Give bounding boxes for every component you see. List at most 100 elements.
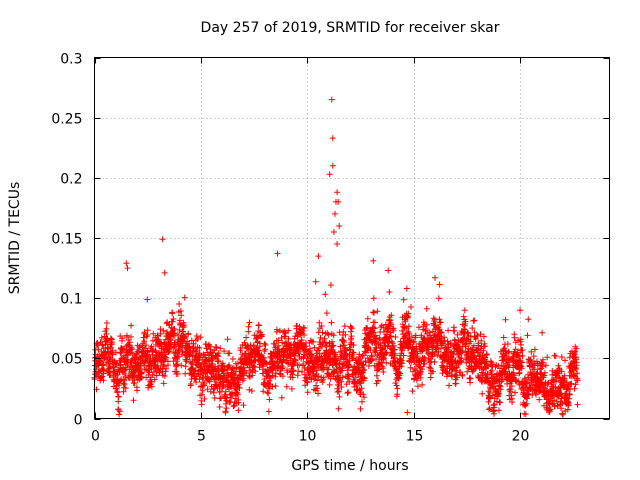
data-point: [431, 359, 438, 365]
data-point: [304, 389, 311, 396]
data-point: [235, 407, 242, 414]
data-point: [403, 285, 410, 292]
y-tick-label: 0.3: [60, 52, 82, 68]
data-point: [223, 394, 230, 401]
data-point: [240, 375, 247, 382]
data-point: [283, 383, 290, 390]
data-point: [413, 345, 420, 352]
data-point: [295, 348, 302, 355]
data-point: [316, 319, 323, 326]
data-point: [434, 352, 441, 359]
data-point: [165, 349, 172, 355]
data-point: [454, 374, 460, 381]
data-point: [486, 406, 492, 413]
data-point: [181, 294, 188, 301]
data-point: [348, 325, 355, 332]
data-point: [207, 388, 214, 395]
data-point: [105, 368, 111, 375]
data-point: [454, 331, 461, 338]
data-point: [287, 345, 294, 352]
data-point: [405, 323, 412, 330]
data-point: [448, 373, 455, 380]
data-point: [192, 367, 199, 374]
data-point: [565, 402, 572, 409]
data-point: [512, 346, 519, 353]
data-point: [243, 370, 250, 376]
data-point: [458, 358, 465, 365]
data-point: [211, 376, 218, 383]
data-point: [141, 338, 148, 345]
data-point: [451, 336, 458, 343]
data-points: [91, 96, 581, 418]
data-point: [523, 400, 530, 407]
data-point: [397, 370, 404, 377]
data-point: [229, 356, 236, 362]
data-point: [370, 329, 377, 336]
data-point: [188, 360, 195, 367]
data-point: [299, 368, 305, 375]
data-point: [497, 386, 504, 393]
data-point: [391, 350, 398, 357]
data-point: [574, 401, 581, 408]
data-point: [140, 334, 147, 341]
data-point: [222, 408, 229, 415]
data-point: [432, 274, 438, 281]
data-point: [319, 329, 326, 336]
data-point: [568, 380, 575, 387]
data-point: [482, 343, 488, 350]
data-point: [380, 369, 387, 375]
data-point: [534, 358, 540, 365]
data-point: [274, 250, 281, 257]
data-point: [477, 331, 484, 338]
data-point: [553, 398, 560, 405]
data-point: [98, 334, 105, 341]
data-point: [312, 278, 319, 285]
data-point: [198, 401, 205, 408]
data-point: [566, 391, 573, 398]
data-point: [531, 366, 538, 373]
data-point: [534, 362, 541, 369]
data-point: [116, 411, 123, 418]
data-point: [350, 349, 357, 356]
data-point: [215, 358, 222, 365]
data-point: [411, 365, 418, 372]
data-point: [201, 381, 208, 387]
data-point: [479, 390, 486, 397]
data-point: [394, 385, 401, 392]
data-point: [386, 334, 393, 340]
data-point: [402, 318, 409, 325]
data-point: [260, 388, 267, 395]
data-point: [547, 406, 554, 413]
data-point: [451, 327, 458, 334]
data-point: [336, 393, 343, 400]
data-point: [483, 351, 490, 357]
data-point: [423, 321, 430, 328]
data-point: [105, 345, 112, 352]
data-point: [215, 353, 222, 360]
y-axis-label: SRMTID / TECUs: [7, 182, 23, 295]
data-point: [262, 342, 269, 348]
data-point: [455, 345, 462, 352]
data-point: [542, 362, 549, 369]
data-point: [506, 362, 513, 369]
data-point: [285, 335, 292, 342]
data-point: [504, 380, 511, 387]
data-point: [271, 341, 278, 347]
data-point: [236, 385, 243, 391]
data-point: [388, 333, 394, 340]
data-point: [235, 399, 242, 406]
data-point: [373, 372, 380, 379]
data-point: [364, 355, 371, 361]
y-tick-label: 0.05: [51, 352, 82, 368]
data-point: [316, 345, 322, 352]
data-point: [315, 253, 322, 260]
x-tick-label: 5: [197, 429, 206, 445]
data-point: [439, 340, 446, 347]
data-point: [161, 373, 168, 379]
data-point: [234, 360, 241, 367]
data-point: [252, 368, 259, 375]
data-point: [174, 331, 181, 338]
data-point: [453, 364, 460, 371]
data-point: [517, 358, 524, 365]
data-point: [383, 350, 390, 357]
